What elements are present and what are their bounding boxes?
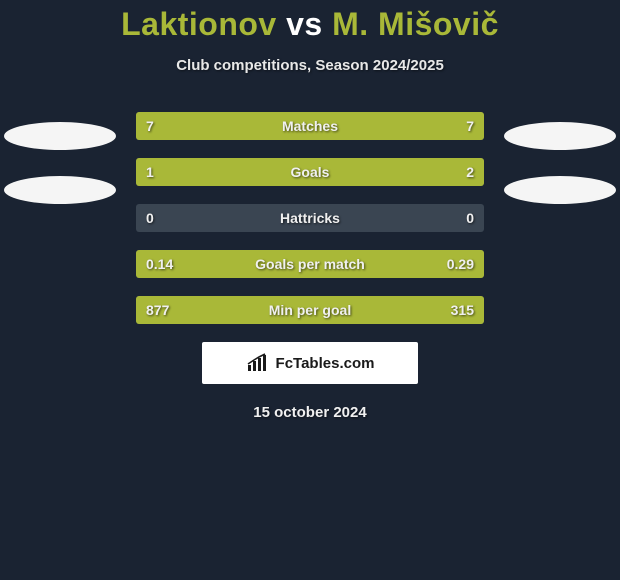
subtitle: Club competitions, Season 2024/2025: [0, 57, 620, 74]
row-label: Goals per match: [136, 250, 484, 278]
row-label: Goals: [136, 158, 484, 186]
page-title: Laktionov vs M. Mišovič: [0, 0, 620, 43]
title-vs: vs: [286, 6, 323, 42]
row-label: Matches: [136, 112, 484, 140]
player2-badge-2: [504, 176, 616, 204]
row-label: Min per goal: [136, 296, 484, 324]
comparison-row: 77Matches: [136, 112, 484, 140]
player1-name: Laktionov: [121, 6, 277, 42]
player1-badge-1: [4, 122, 116, 150]
player2-name: M. Mišovič: [332, 6, 499, 42]
comparison-row: 00Hattricks: [136, 204, 484, 232]
comparison-row: 877315Min per goal: [136, 296, 484, 324]
date-text: 15 october 2024: [0, 404, 620, 421]
player2-badge-1: [504, 122, 616, 150]
comparison-rows: 77Matches 12Goals 00Hattricks 0.140.29Goals…: [136, 112, 484, 324]
comparison-row: 12Goals: [136, 158, 484, 186]
chart-icon: [246, 353, 270, 373]
logo-box: FcTables.com: [202, 342, 418, 384]
comparison-row: 0.140.29Goals per match: [136, 250, 484, 278]
row-label: Hattricks: [136, 204, 484, 232]
player1-badge-2: [4, 176, 116, 204]
logo-text: FcTables.com: [276, 355, 375, 372]
